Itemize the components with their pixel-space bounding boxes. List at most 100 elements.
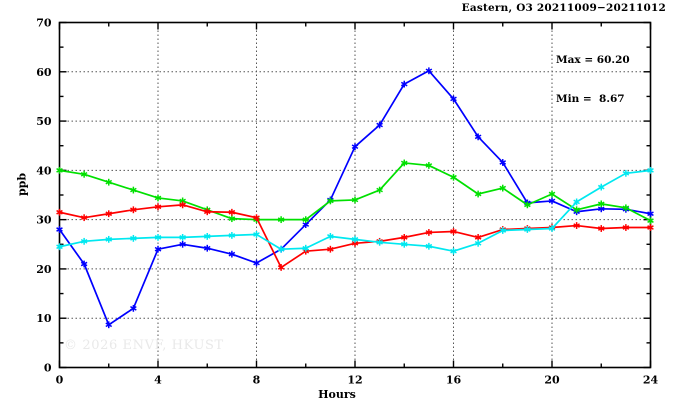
data-series-layer	[56, 67, 654, 329]
data-point-marker	[228, 232, 236, 239]
min-label: Min =	[556, 93, 592, 105]
data-point-marker	[499, 159, 507, 166]
data-point-marker	[105, 235, 113, 243]
min-value: 8.67	[595, 93, 625, 105]
tick-marks	[58, 21, 652, 369]
data-point-marker	[105, 321, 113, 329]
data-point-marker	[228, 208, 236, 216]
data-point-marker	[647, 210, 654, 218]
data-point-marker	[351, 196, 359, 204]
data-point-marker	[154, 245, 162, 253]
data-point-marker	[622, 169, 630, 177]
x-tick-label: 24	[643, 374, 659, 387]
data-point-marker	[400, 240, 408, 248]
y-tick-label: 30	[36, 214, 52, 227]
data-point-marker	[277, 216, 285, 224]
data-point-marker	[474, 190, 482, 198]
data-point-marker	[499, 184, 507, 192]
x-tick-label: 0	[56, 374, 64, 387]
x-tick-label: 20	[544, 374, 560, 387]
data-point-marker	[474, 239, 482, 247]
data-point-marker	[647, 166, 654, 174]
data-point-marker	[376, 186, 383, 194]
data-point-marker	[425, 229, 433, 236]
data-point-marker	[228, 250, 236, 258]
data-point-marker	[450, 95, 457, 103]
data-point-marker	[253, 259, 260, 267]
series-cyan	[56, 166, 654, 255]
data-point-marker	[130, 234, 137, 242]
grid-layer	[59, 22, 651, 368]
y-tick-label: 10	[36, 312, 52, 325]
min-stat-line: Min = 8.67	[556, 93, 630, 106]
max-value: 60.20	[596, 54, 630, 66]
data-point-marker	[622, 224, 630, 231]
data-point-marker	[56, 243, 63, 251]
data-point-marker	[351, 143, 359, 151]
series-red	[56, 201, 654, 271]
data-point-marker	[376, 238, 383, 246]
stats-annotation: Max = 60.20 Min = 8.67	[556, 28, 630, 132]
y-tick-label: 20	[36, 263, 52, 276]
x-tick-label: 12	[347, 374, 362, 387]
data-point-marker	[277, 264, 285, 271]
data-point-marker	[524, 226, 531, 233]
data-point-marker	[474, 133, 482, 141]
data-point-marker	[105, 178, 113, 186]
data-point-marker	[130, 304, 137, 312]
chart-title: Eastern, O3 20211009−20211012	[461, 2, 666, 14]
data-point-marker	[154, 194, 162, 202]
data-point-marker	[56, 226, 63, 233]
data-point-marker	[154, 203, 162, 211]
max-stat-line: Max = 60.20	[556, 54, 630, 67]
data-point-marker	[450, 173, 457, 181]
data-point-marker	[622, 204, 630, 212]
data-point-marker	[302, 244, 310, 252]
data-point-marker	[450, 228, 457, 235]
series-green	[56, 159, 654, 225]
data-point-marker	[154, 233, 162, 241]
data-point-marker	[647, 224, 654, 231]
x-tick-label: 4	[154, 374, 162, 387]
data-point-marker	[400, 233, 408, 241]
y-tick-label: 50	[36, 115, 52, 128]
data-point-marker	[647, 217, 654, 225]
data-point-marker	[130, 206, 137, 214]
data-point-marker	[302, 216, 310, 224]
x-tick-label: 8	[253, 374, 261, 387]
data-point-marker	[499, 227, 507, 234]
data-point-marker	[179, 233, 186, 241]
data-point-marker	[425, 162, 433, 169]
data-point-marker	[203, 233, 211, 240]
data-point-marker	[425, 242, 433, 250]
data-point-marker	[80, 260, 88, 268]
data-point-marker	[130, 186, 137, 194]
x-tick-label: 16	[446, 374, 462, 387]
y-tick-label: 40	[36, 164, 52, 177]
data-point-marker	[400, 80, 408, 88]
data-point-marker	[351, 235, 359, 243]
data-point-marker	[203, 208, 211, 216]
data-point-marker	[179, 240, 186, 248]
data-point-marker	[597, 183, 605, 191]
data-point-marker	[425, 67, 433, 75]
data-point-marker	[56, 208, 63, 216]
data-point-marker	[573, 222, 580, 229]
data-point-marker	[474, 233, 482, 241]
data-point-marker	[573, 198, 580, 206]
y-tick-label: 70	[36, 17, 52, 30]
y-tick-label: 0	[44, 362, 52, 375]
y-axis-label: ppb	[15, 172, 29, 197]
x-axis-label: Hours	[318, 388, 356, 401]
data-point-marker	[524, 201, 531, 209]
data-point-marker	[548, 190, 556, 198]
max-label: Max =	[556, 54, 594, 66]
data-point-marker	[179, 201, 186, 209]
data-point-marker	[80, 214, 88, 222]
data-point-marker	[253, 214, 260, 222]
data-point-marker	[203, 244, 211, 252]
tick-labels: 0 10 20 30 40 50 60 70 0 4 8 12 16 20 24	[36, 17, 658, 387]
data-point-marker	[80, 170, 88, 178]
